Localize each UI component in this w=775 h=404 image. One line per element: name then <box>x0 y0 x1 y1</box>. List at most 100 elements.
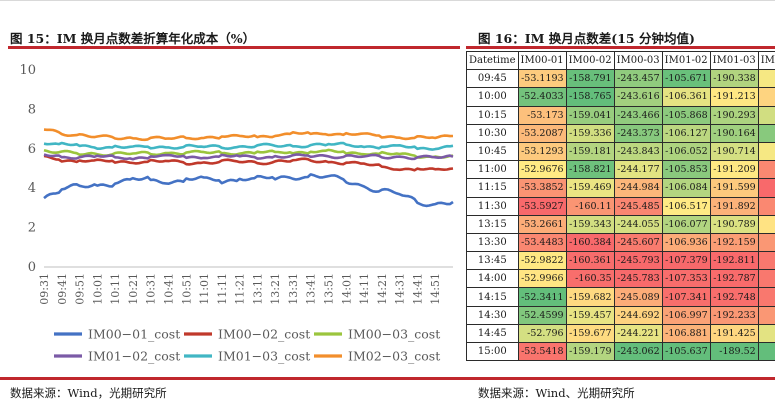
x-tick-label: 14:51 <box>429 273 442 305</box>
value-cell: -85.4 <box>757 287 775 307</box>
header-im02-03: IM02-03 <box>757 51 775 71</box>
value-cell: -159.682 <box>565 287 615 307</box>
value-cell: -106.077 <box>661 214 711 234</box>
value-cell: -244.221 <box>613 323 663 344</box>
value-cell: -52.9822 <box>517 251 567 271</box>
value-cell: -107.379 <box>661 251 711 271</box>
datetime-cell: 14:30 <box>466 305 519 325</box>
value-cell: -53.1293 <box>517 141 567 162</box>
datetime-cell: 13:15 <box>466 214 519 234</box>
series-line-IM00−01_cost <box>43 173 454 208</box>
value-cell: -245.089 <box>613 287 663 307</box>
table-row: 09:45 -53.1193 -158.791 -243.457 -105.671 -19… <box>466 69 775 89</box>
value-cell: -106.052 <box>661 141 711 162</box>
value-cell: -189.52 <box>709 341 759 362</box>
legend-label: IM00−03_cost <box>348 327 440 342</box>
value-cell: -159.179 <box>565 341 615 362</box>
figure-16-source: 数据来源：Wind、光期研究所 <box>478 386 635 400</box>
table-row: 11:30 -53.5927 -160.11 -245.485 -106.517 -191… <box>466 196 775 216</box>
value-cell: -85.4 <box>757 269 775 289</box>
x-tick-label: 13:21 <box>269 273 282 305</box>
value-cell: -84.6 <box>757 69 775 89</box>
value-cell: -245.607 <box>613 232 663 253</box>
table-row: 14:15 -52.3411 -159.682 -245.089 -107.341 -19… <box>466 287 775 307</box>
value-cell: -244.984 <box>613 178 663 198</box>
x-tick-label: 14:11 <box>358 273 371 305</box>
value-cell: -243.616 <box>613 87 663 107</box>
value-cell: -191.599 <box>709 178 759 198</box>
x-tick-label: 13:41 <box>305 273 318 305</box>
value-cell: -192.811 <box>709 251 759 271</box>
y-tick-label: 2 <box>28 221 36 236</box>
value-cell: -84.0 <box>757 123 775 143</box>
value-cell: -190.714 <box>709 141 759 162</box>
datetime-cell: 11:00 <box>466 160 519 180</box>
value-cell: -85.2 <box>757 232 775 253</box>
datetime-cell: 10:45 <box>466 141 519 162</box>
value-cell: -84.8 <box>757 87 775 107</box>
value-cell: -107.353 <box>661 269 711 289</box>
figure-15-title-rule <box>8 46 460 49</box>
value-cell: -53.1193 <box>517 69 567 89</box>
value-cell: -192.748 <box>709 287 759 307</box>
value-cell: -105.853 <box>661 160 711 180</box>
series-line-IM01−03_cost <box>43 141 454 151</box>
x-tick-label: 10:41 <box>162 273 175 305</box>
header-im00-02: IM00-02 <box>565 51 615 71</box>
x-tick-label: 14:21 <box>376 273 389 305</box>
figure-16-title-rule <box>466 46 775 49</box>
value-cell: -243.373 <box>613 123 663 143</box>
value-cell: -244.692 <box>613 305 663 325</box>
value-cell: -159.181 <box>565 141 615 162</box>
legend-label: IM01−03_cost <box>218 349 310 364</box>
value-cell: -53.4483 <box>517 232 567 253</box>
value-cell: -106.517 <box>661 196 711 216</box>
datetime-cell: 10:30 <box>466 123 519 143</box>
value-cell: -244.055 <box>613 214 663 234</box>
legend-label: IM01−02_cost <box>88 349 180 364</box>
x-tick-label: 11:01 <box>198 273 211 305</box>
value-cell: -105.868 <box>661 105 711 125</box>
x-tick-label: 10:21 <box>127 273 140 305</box>
value-cell: -85.3 <box>757 196 775 216</box>
x-tick-label: 13:11 <box>251 273 264 305</box>
value-cell: -191.892 <box>709 196 759 216</box>
table-row: 14:00 -52.9966 -160.35 -245.783 -107.353 -192… <box>466 269 775 289</box>
value-cell: -159.469 <box>565 178 615 198</box>
datetime-cell: 11:15 <box>466 178 519 198</box>
x-tick-label: 13:31 <box>287 273 300 305</box>
table-row: 13:45 -52.9822 -160.361 -245.793 -107.379 -19… <box>466 251 775 271</box>
value-cell: -244.177 <box>613 160 663 180</box>
header-im01-03: IM01-03 <box>709 51 759 71</box>
value-cell: -191.209 <box>709 160 759 180</box>
value-cell: -190.164 <box>709 123 759 143</box>
value-cell: -160.35 <box>565 269 615 289</box>
value-cell: -159.336 <box>565 123 615 143</box>
value-cell: -160.11 <box>565 196 615 216</box>
value-cell: -190.789 <box>709 214 759 234</box>
bottom-divider <box>0 377 775 380</box>
value-cell: -53.5927 <box>517 196 567 216</box>
y-tick-label: 8 <box>28 102 36 117</box>
heatmap-table-container: Datetime IM00-01 IM00-02 IM00-03 IM01-02 IM01… <box>466 51 775 376</box>
value-cell: -53.2087 <box>517 123 567 143</box>
value-cell: -159.677 <box>565 323 615 344</box>
value-cell: -53.3852 <box>517 178 567 198</box>
datetime-cell: 10:15 <box>466 105 519 125</box>
datetime-cell: 14:15 <box>466 287 519 307</box>
value-cell: -53.2661 <box>517 214 567 234</box>
value-cell: -85.4 <box>757 251 775 271</box>
value-cell: -106.936 <box>661 232 711 253</box>
value-cell: -190.293 <box>709 105 759 125</box>
figure-16-title: 图 16：IM 换月点数差(15 分钟均值) <box>478 31 695 46</box>
x-tick-label: 10:11 <box>109 273 122 305</box>
value-cell: -52.3411 <box>517 287 567 307</box>
table-row: 10:00 -52.4033 -158.765 -243.616 -106.361 -19… <box>466 87 775 107</box>
value-cell: -191.425 <box>709 323 759 344</box>
y-tick-label: 6 <box>28 142 36 157</box>
x-tick-label: 14:01 <box>340 273 353 305</box>
datetime-cell: 09:45 <box>466 69 519 89</box>
value-cell: -158.791 <box>565 69 615 89</box>
value-cell: -191.213 <box>709 87 759 107</box>
value-cell: -84.5 <box>757 323 775 344</box>
